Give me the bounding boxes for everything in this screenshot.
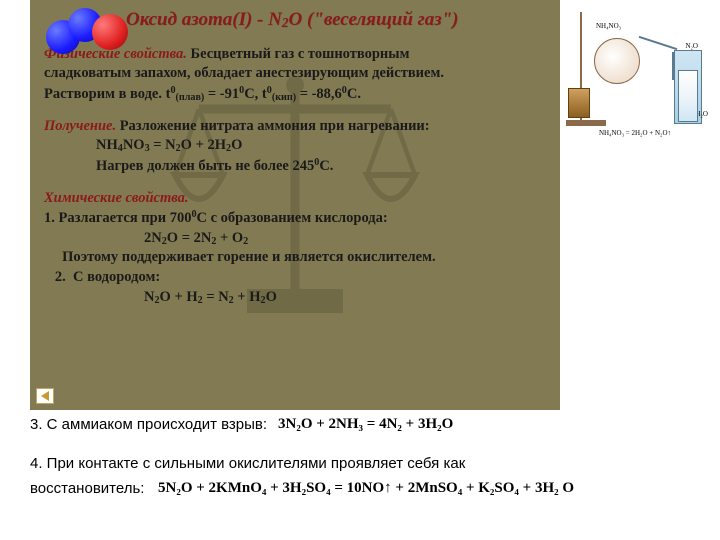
equation-3: 3N₂O + 2NH₃ = 4N₂ + 3H₂O (270, 412, 461, 437)
line4b-text: восстановитель: (30, 480, 144, 497)
chem-p2: 2. С водородом: (44, 269, 160, 285)
phys-l2: сладковатым запахом, обладает анестезиру… (44, 65, 444, 81)
phys-l3e: C. (347, 86, 361, 102)
row-4a: 4. При контакте с сильными окислителями … (30, 453, 690, 474)
round-flask (594, 38, 640, 84)
label-n2o: N₂O (685, 42, 698, 50)
ce2a: N (144, 289, 154, 305)
title-sub: 2 (282, 15, 289, 30)
apparatus-diagram: NH₄NO₃ N₂O H₂O NH₄NO₃ = 2H₂O + N₂O↑ (560, 8, 710, 141)
prep-eq-b: NO (123, 137, 145, 153)
ce2c: = N (203, 289, 229, 305)
delivery-tube-1 (639, 36, 678, 50)
chem-eq1: 2N2O = 2N2 + O2 (44, 230, 248, 246)
bottom-block: 3. С аммиаком происходит взрыв: 3N₂O + 2… (30, 414, 690, 503)
preparation-block: Получение. Разложение нитрата аммония пр… (44, 117, 546, 177)
spacer-3 (30, 439, 690, 453)
phys-l1: Бесцветный газ с тошнотворным (187, 46, 410, 62)
chem-p1a: 1. Разлагается при 700 (44, 210, 191, 226)
chem-eq2: N2O + H2 = N2 + H2O (44, 289, 277, 305)
line3-text: 3. С аммиаком происходит взрыв: (30, 416, 267, 433)
chem-p1b: C с образованием кислорода: (197, 210, 388, 226)
ce1b: O = 2N (167, 230, 212, 246)
ce1c: + O (216, 230, 243, 246)
spacer-1 (44, 105, 546, 117)
prep-eq-e: O (231, 137, 242, 153)
slide-root: Оксид азота(I) - N2O ("веселящий газ") Ф… (0, 0, 720, 540)
triangle-left-icon (41, 391, 49, 401)
chem-p1b-line: Поэтому поддерживает горение и является … (44, 249, 436, 265)
phys-l3b: = -91 (204, 86, 239, 102)
line4a-text: 4. При контакте с сильными окислителями … (30, 455, 465, 472)
ce1a: 2N (144, 230, 162, 246)
diagram-drawing: NH₄NO₃ N₂O H₂O (560, 8, 710, 126)
prep-l1: Разложение нитрата аммония при нагревани… (116, 118, 430, 134)
burner (568, 88, 590, 118)
prep-eq-a: NH (96, 137, 118, 153)
ce2d: + H (234, 289, 261, 305)
prep-eq-d: O + 2H (181, 137, 226, 153)
row-4b: восстановитель: 5N₂O + 2KMnO₄ + 3H₂SO₄ =… (30, 478, 690, 499)
prev-slide-button[interactable] (36, 388, 54, 404)
prep-eq: NH4NO3 = N2O + 2H2O (44, 137, 242, 153)
prep-l3b: C. (319, 158, 333, 174)
equation-4: 5N₂O + 2KMnO₄ + 3H₂SO₄ = 10NO↑ + 2MnSO₄ … (150, 476, 582, 501)
chem-heading: Химические свойства. (44, 190, 189, 206)
chemical-block: Химические свойства. 1. Разлагается при … (44, 189, 546, 308)
prep-heading: Получение. (44, 118, 116, 134)
atom-oxygen (92, 14, 128, 50)
phys-l3a: Растворим в воде. t (44, 86, 170, 102)
prep-l3a: Нагрев должен быть не более 245 (96, 158, 314, 174)
ce2e: O (266, 289, 277, 305)
title-post: O ("веселящий газ") (289, 9, 459, 30)
label-boil: (кип) (272, 92, 296, 103)
physical-block: Физические свойства. Бесцветный газ с то… (44, 45, 546, 105)
diagram-caption: NH₄NO₃ = 2H₂O + N₂O↑ (560, 126, 710, 141)
panel-content: Оксид азота(I) - N2O ("веселящий газ") Ф… (44, 10, 546, 307)
collecting-cylinder (678, 70, 698, 122)
ce1s3: 2 (243, 236, 248, 247)
body-text: Физические свойства. Бесцветный газ с то… (44, 45, 546, 307)
main-panel: Оксид азота(I) - N2O ("веселящий газ") Ф… (30, 0, 560, 410)
prep-eq-c: = N (150, 137, 176, 153)
ce2b: O + H (160, 289, 198, 305)
title-pre: Оксид азота(I) - N (126, 9, 282, 30)
chem-p1: 1. Разлагается при 7000C с образованием … (44, 210, 388, 226)
label-melt: (плав) (176, 92, 205, 103)
slide-title: Оксид азота(I) - N2O ("веселящий газ") (126, 10, 546, 31)
row-3: 3. С аммиаком происходит взрыв: 3N₂O + 2… (30, 414, 690, 435)
spacer-2 (44, 177, 546, 189)
n2o-molecule-icon (46, 4, 136, 50)
phys-l3c: C, t (244, 86, 267, 102)
prep-l3: Нагрев должен быть не более 2450C. (44, 158, 333, 174)
label-nh4no3: NH₄NO₃ (596, 22, 621, 30)
stand-base (566, 120, 606, 126)
phys-l3d: = -88,6 (296, 86, 342, 102)
